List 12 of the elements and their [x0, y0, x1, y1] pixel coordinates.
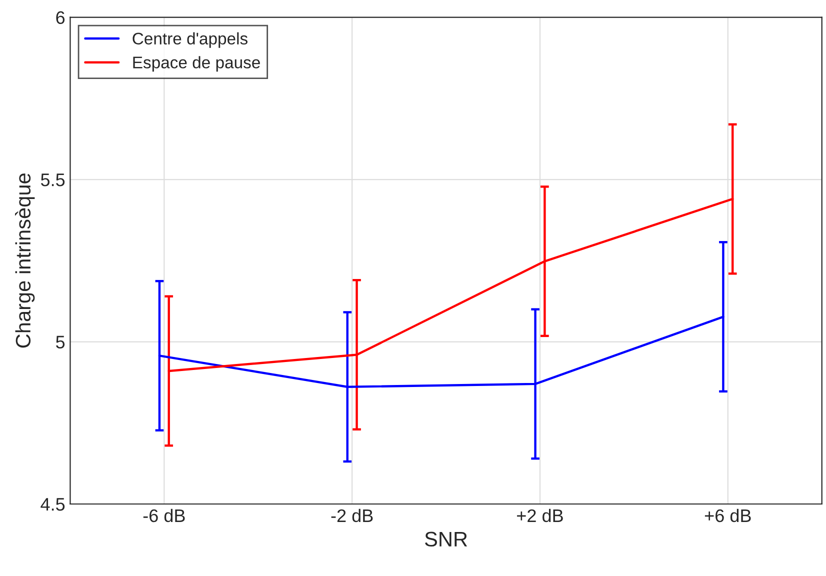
x-axis-title: SNR: [424, 532, 468, 547]
legend-label: Centre d'appels: [132, 32, 248, 48]
y-axis-title: Charge intrinsèque: [15, 174, 35, 348]
x-tick-label: +6 dB: [704, 508, 751, 522]
legend-label: Espace de pause: [133, 56, 260, 72]
x-tick-label: -6 dB: [143, 508, 185, 522]
x-tick-label: +2 dB: [517, 508, 563, 522]
y-tick-label: 6: [56, 11, 65, 24]
y-tick-label: 5: [56, 336, 65, 348]
y-tick-label: 4.5: [40, 498, 65, 511]
y-tick-label: 5.5: [40, 174, 65, 186]
x-tick-label: -2 dB: [331, 508, 373, 522]
